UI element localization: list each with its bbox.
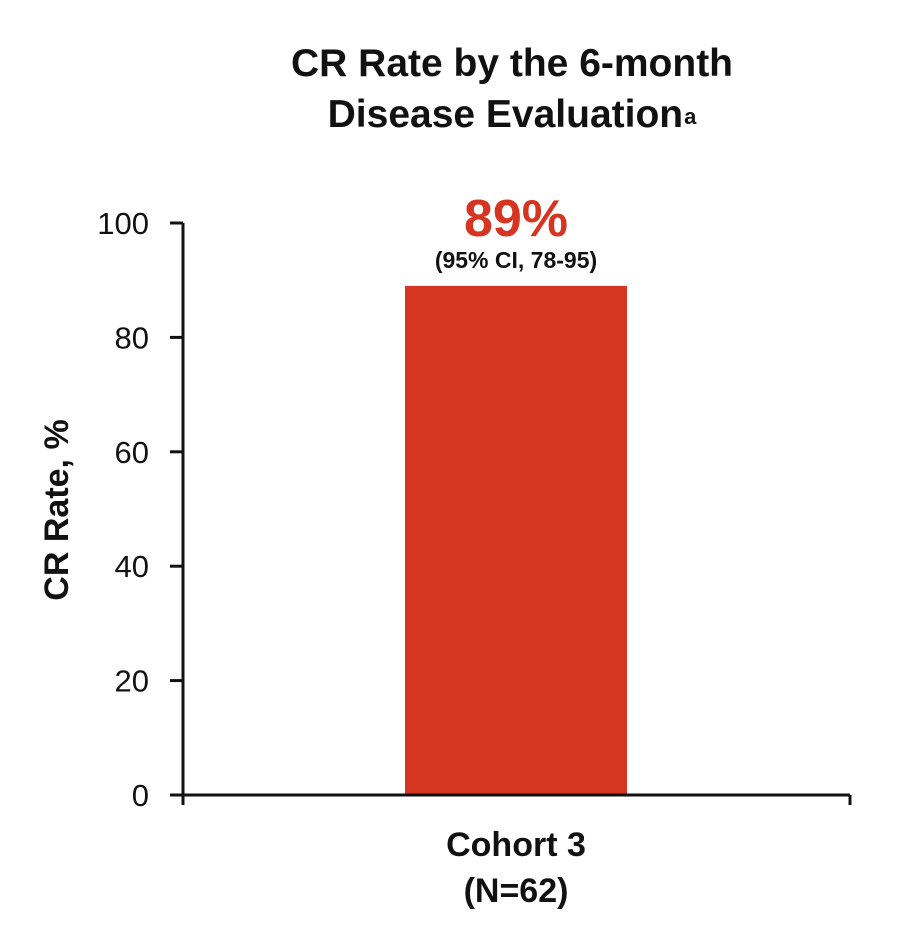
y-axis-title: CR Rate, % [38, 419, 76, 600]
chart-title-line1: CR Rate by the 6-month [290, 42, 734, 85]
bar [405, 285, 627, 795]
x-category-label: Cohort 3 [446, 826, 586, 864]
y-axis-ticks: 0 20 40 60 80 100 [97, 206, 183, 813]
chart-title-line2-text: Disease Evaluation [327, 93, 684, 136]
y-tick-label: 80 [115, 320, 149, 355]
x-axis-labels: Cohort 3 (N=62) [446, 826, 586, 910]
y-tick-label: 0 [132, 778, 149, 813]
data-labels: 89%(95% CI, 78-95) [435, 190, 597, 273]
bar-value-label: 89% [464, 190, 568, 248]
chart-title-line2: Disease Evaluationa [0, 89, 906, 140]
chart-title: CR Rate by the 6-month Disease Evaluatio… [0, 38, 906, 140]
bars [405, 285, 627, 795]
y-tick-label: 60 [115, 435, 149, 470]
chart-title-footnote-marker: a [684, 104, 697, 129]
y-tick-label: 20 [115, 664, 149, 699]
y-tick-label: 40 [115, 549, 149, 584]
x-category-sublabel: (N=62) [464, 872, 569, 910]
y-tick-label: 100 [97, 206, 149, 241]
bar-ci-label: (95% CI, 78-95) [435, 247, 597, 273]
